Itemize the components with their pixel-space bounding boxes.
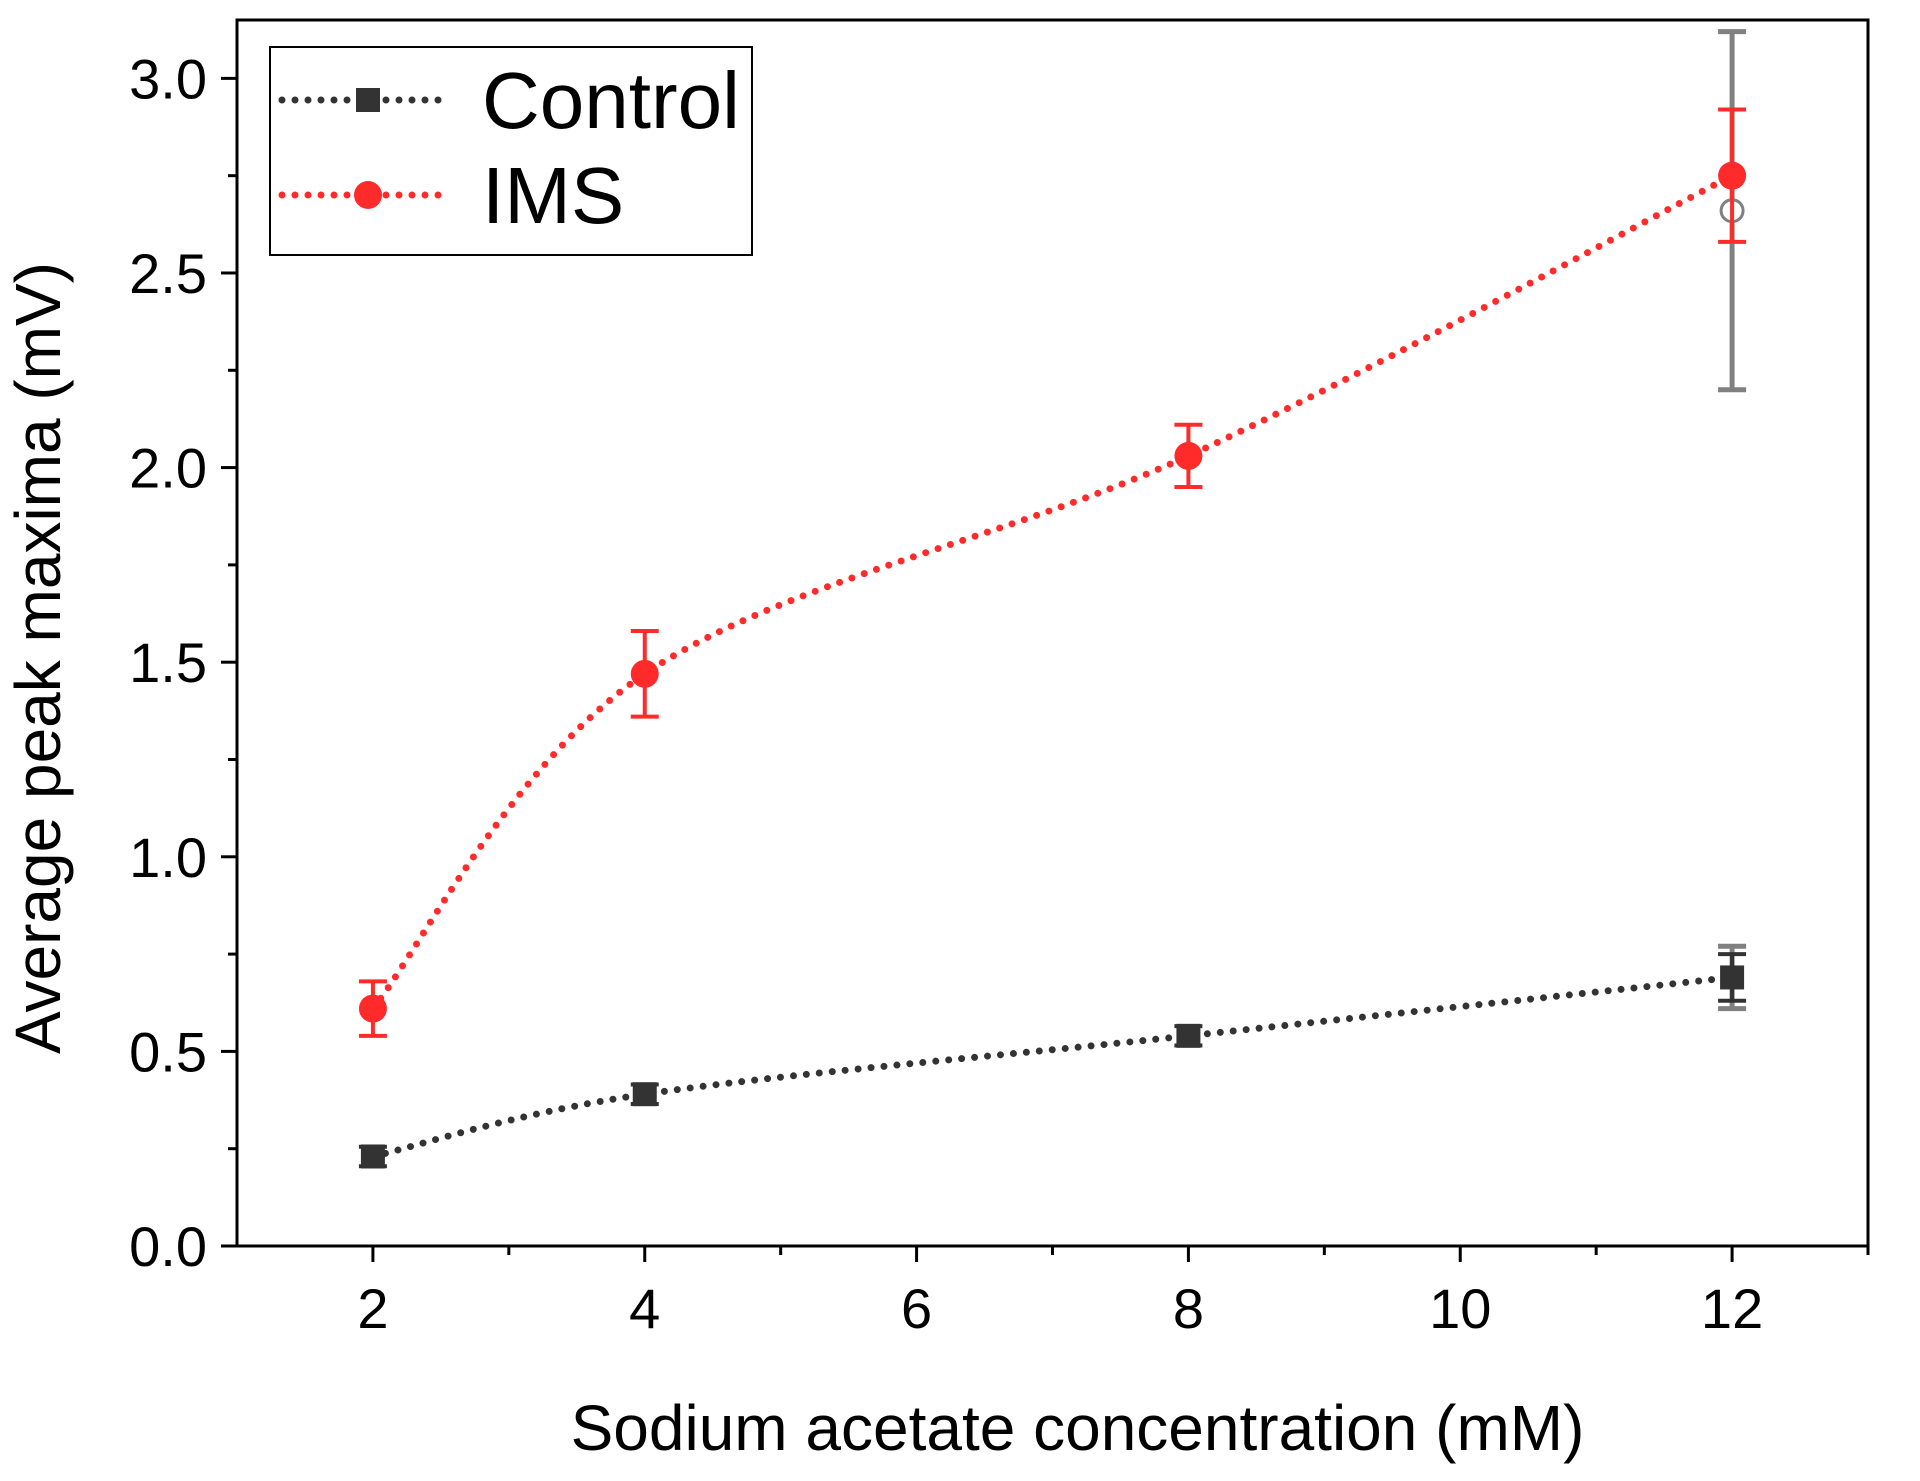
y-tick-label: 2.5	[129, 242, 207, 305]
axes-layer: 2 4 6 8 10 12 0.0 0.5 1.0 1.5 2.0 2.5 3.0 Sodium acet…	[2, 18, 1870, 1464]
ims-point	[358, 994, 387, 1023]
control-series-line	[369, 973, 1736, 1160]
control-point	[632, 1082, 657, 1107]
ims-series-line	[369, 172, 1736, 1013]
y-tick-label: 1.0	[129, 826, 207, 889]
legend-box	[269, 46, 753, 256]
control-point	[1176, 1023, 1201, 1048]
control-point	[360, 1144, 385, 1169]
x-tick-label: 12	[1701, 1277, 1763, 1340]
x-tick-label: 10	[1429, 1277, 1491, 1340]
ims-point	[1718, 161, 1747, 190]
x-tick-label: 4	[629, 1277, 660, 1340]
series-layer	[358, 29, 1747, 1169]
x-axis-title: Sodium acetate concentration (mM)	[571, 1392, 1585, 1464]
legend-control-marker	[356, 88, 380, 112]
x-tick-label: 2	[357, 1277, 388, 1340]
y-axis-title: Average peak maxima (mV)	[2, 262, 74, 1054]
x-tick-label: 6	[901, 1277, 932, 1340]
ims-point	[1174, 441, 1203, 470]
legend-ims-label: IMS	[482, 151, 624, 240]
y-tick-label: 0.0	[129, 1215, 207, 1278]
y-tick-label: 1.5	[129, 631, 207, 694]
x-tick-label: 8	[1173, 1277, 1204, 1340]
legend-ims-marker	[354, 181, 382, 209]
y-tick-label: 2.0	[129, 437, 207, 500]
ims-point	[630, 659, 659, 688]
y-tick-label: 3.0	[129, 47, 207, 110]
control-point	[1720, 965, 1745, 990]
y-tick-label: 0.5	[129, 1020, 207, 1083]
legend-control-label: Control	[482, 56, 740, 145]
